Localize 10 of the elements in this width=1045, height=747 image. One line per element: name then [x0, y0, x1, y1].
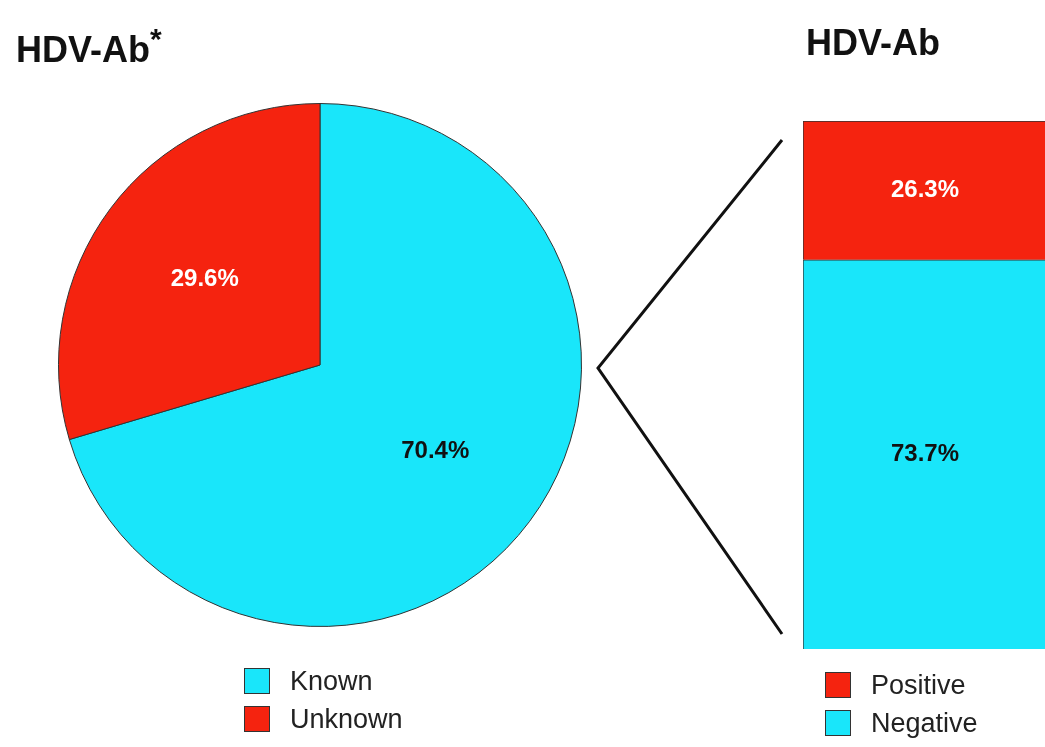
- chart-title: HDV-Ab: [806, 22, 940, 64]
- data-label: 73.7%: [890, 439, 960, 467]
- legend-label: Unknown: [290, 703, 403, 735]
- data-label: 70.4%: [401, 435, 470, 463]
- text: Negative: [871, 707, 978, 739]
- chart-title: HDV-Ab$^{*}$: [16, 22, 162, 71]
- legend-label: Positive: [871, 669, 966, 701]
- data-label: 26.3%: [890, 175, 960, 203]
- data-label: 29.6%: [170, 263, 239, 291]
- legend-label: Known: [290, 665, 373, 697]
